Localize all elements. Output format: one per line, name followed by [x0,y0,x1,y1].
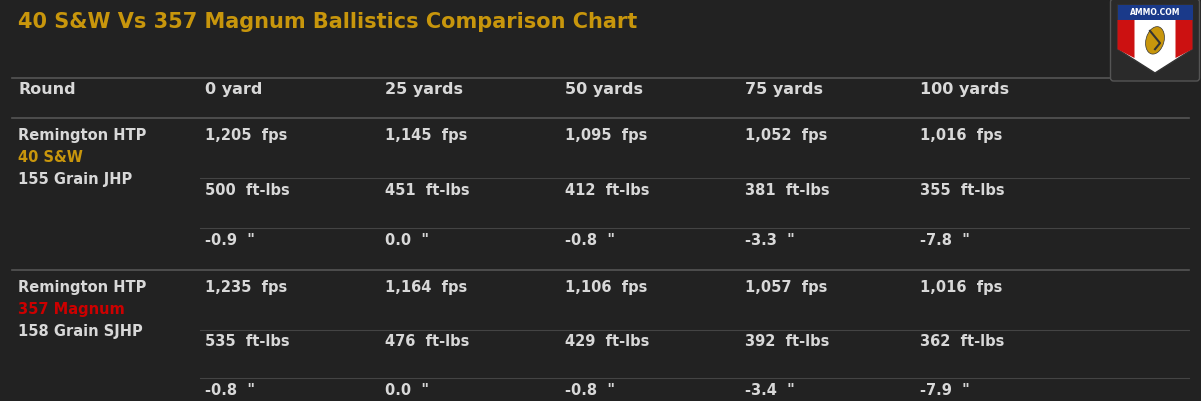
Text: 1,057  fps: 1,057 fps [745,280,827,295]
Polygon shape [1117,5,1193,20]
Text: 476  ft-lbs: 476 ft-lbs [386,334,470,349]
Text: 0.0  ": 0.0 " [386,383,429,398]
Text: -7.8  ": -7.8 " [920,233,970,248]
Text: -3.4  ": -3.4 " [745,383,795,398]
Text: 1,095  fps: 1,095 fps [564,128,647,143]
Text: 451  ft-lbs: 451 ft-lbs [386,183,470,198]
Text: Remington HTP: Remington HTP [18,128,147,143]
Text: 40 S&W Vs 357 Magnum Ballistics Comparison Chart: 40 S&W Vs 357 Magnum Ballistics Comparis… [18,12,638,32]
Text: 100 yards: 100 yards [920,82,1009,97]
Text: 1,016  fps: 1,016 fps [920,280,1003,295]
Text: 429  ft-lbs: 429 ft-lbs [564,334,650,349]
Text: AMMO.COM: AMMO.COM [1130,8,1181,17]
Text: -0.9  ": -0.9 " [205,233,255,248]
Polygon shape [1117,5,1193,73]
Text: 355  ft-lbs: 355 ft-lbs [920,183,1004,198]
Text: -0.8  ": -0.8 " [205,383,255,398]
Text: 500  ft-lbs: 500 ft-lbs [205,183,289,198]
Text: 362  ft-lbs: 362 ft-lbs [920,334,1004,349]
Text: 50 yards: 50 yards [564,82,643,97]
Text: 158 Grain SJHP: 158 Grain SJHP [18,324,143,339]
Text: 155 Grain JHP: 155 Grain JHP [18,172,132,187]
Text: 535  ft-lbs: 535 ft-lbs [205,334,289,349]
Text: 1,016  fps: 1,016 fps [920,128,1003,143]
Polygon shape [1117,20,1135,58]
Text: 357 Magnum: 357 Magnum [18,302,125,317]
Text: 0.0  ": 0.0 " [386,233,429,248]
Text: 40 S&W: 40 S&W [18,150,83,165]
Text: Round: Round [18,82,76,97]
FancyBboxPatch shape [1111,0,1200,81]
Text: 1,164  fps: 1,164 fps [386,280,467,295]
Text: 1,052  fps: 1,052 fps [745,128,827,143]
Polygon shape [1176,20,1193,58]
Text: -0.8  ": -0.8 " [564,233,615,248]
Text: 381  ft-lbs: 381 ft-lbs [745,183,830,198]
Text: 25 yards: 25 yards [386,82,464,97]
Text: Remington HTP: Remington HTP [18,280,147,295]
Text: 1,145  fps: 1,145 fps [386,128,467,143]
Text: 1,205  fps: 1,205 fps [205,128,287,143]
Text: 1,106  fps: 1,106 fps [564,280,647,295]
Text: -3.3  ": -3.3 " [745,233,795,248]
Text: 0 yard: 0 yard [205,82,262,97]
Text: -7.9  ": -7.9 " [920,383,969,398]
Ellipse shape [1146,26,1165,54]
Text: 412  ft-lbs: 412 ft-lbs [564,183,650,198]
Text: 392  ft-lbs: 392 ft-lbs [745,334,830,349]
Text: -0.8  ": -0.8 " [564,383,615,398]
Text: 75 yards: 75 yards [745,82,823,97]
Text: 1,235  fps: 1,235 fps [205,280,287,295]
